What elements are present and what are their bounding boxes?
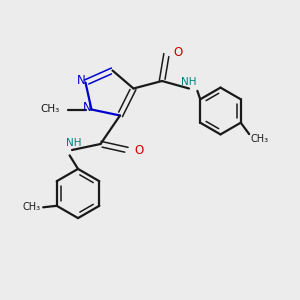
Text: O: O: [173, 46, 182, 59]
Text: O: O: [134, 143, 143, 157]
Text: NH: NH: [66, 138, 81, 148]
Text: N: N: [76, 74, 85, 87]
Text: N: N: [83, 100, 92, 114]
Text: CH₃: CH₃: [41, 104, 60, 115]
Text: CH₃: CH₃: [22, 202, 40, 212]
Text: NH: NH: [181, 77, 197, 87]
Text: CH₃: CH₃: [250, 134, 268, 144]
